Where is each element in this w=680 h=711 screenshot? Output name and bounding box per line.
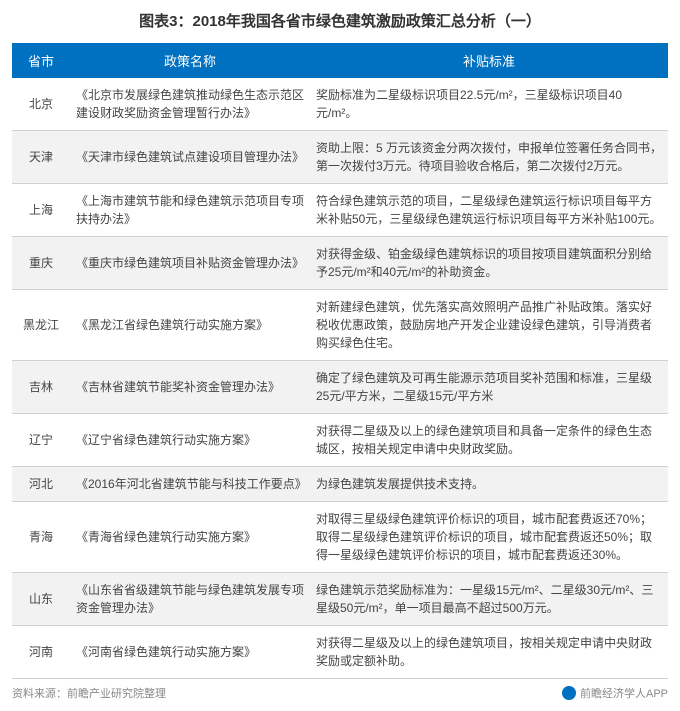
cell-province: 天津 [12,131,70,184]
cell-province: 青海 [12,502,70,573]
cell-province: 吉林 [12,361,70,414]
table-row: 青海《青海省绿色建筑行动实施方案》对取得三星级绿色建筑评价标识的项目，城市配套费… [12,502,668,573]
cell-policy: 《河南省绿色建筑行动实施方案》 [70,626,310,679]
brand-logo-icon [562,686,576,700]
cell-policy: 《2016年河北省建筑节能与科技工作要点》 [70,467,310,502]
chart-title: 图表3：2018年我国各省市绿色建筑激励政策汇总分析（一） [12,10,668,31]
cell-policy: 《天津市绿色建筑试点建设项目管理办法》 [70,131,310,184]
footer-brand: 前瞻经济学人APP [580,685,668,701]
cell-standard: 绿色建筑示范奖励标准为：一星级15元/m²、二星级30元/m²、三星级50元/m… [310,573,668,626]
cell-standard: 为绿色建筑发展提供技术支持。 [310,467,668,502]
policy-table: 省市 政策名称 补贴标准 北京《北京市发展绿色建筑推动绿色生态示范区建设财政奖励… [12,43,668,679]
cell-standard: 奖励标准为二星级标识项目22.5元/m²，三星级标识项目40元/m²。 [310,78,668,131]
cell-policy: 《山东省省级建筑节能与绿色建筑发展专项资金管理办法》 [70,573,310,626]
cell-province: 北京 [12,78,70,131]
cell-province: 河北 [12,467,70,502]
cell-policy: 《黑龙江省绿色建筑行动实施方案》 [70,290,310,361]
cell-province: 河南 [12,626,70,679]
table-row: 上海《上海市建筑节能和绿色建筑示范项目专项扶持办法》符合绿色建筑示范的项目，二星… [12,184,668,237]
table-row: 山东《山东省省级建筑节能与绿色建筑发展专项资金管理办法》绿色建筑示范奖励标准为：… [12,573,668,626]
cell-standard: 对新建绿色建筑，优先落实高效照明产品推广补贴政策。落实好税收优惠政策，鼓励房地产… [310,290,668,361]
cell-province: 辽宁 [12,414,70,467]
cell-province: 山东 [12,573,70,626]
col-header-province: 省市 [12,43,70,78]
table-row: 黑龙江《黑龙江省绿色建筑行动实施方案》对新建绿色建筑，优先落实高效照明产品推广补… [12,290,668,361]
cell-policy: 《辽宁省绿色建筑行动实施方案》 [70,414,310,467]
cell-policy: 《上海市建筑节能和绿色建筑示范项目专项扶持办法》 [70,184,310,237]
cell-policy: 《吉林省建筑节能奖补资金管理办法》 [70,361,310,414]
footer: 资料来源：前瞻产业研究院整理 前瞻经济学人APP [12,685,668,701]
table-row: 重庆《重庆市绿色建筑项目补贴资金管理办法》对获得金级、铂金级绿色建筑标识的项目按… [12,237,668,290]
cell-standard: 确定了绿色建筑及可再生能源示范项目奖补范围和标准，三星级25元/平方米，二星级1… [310,361,668,414]
table-row: 天津《天津市绿色建筑试点建设项目管理办法》资助上限：5 万元该资金分两次拨付，申… [12,131,668,184]
footer-brand-wrapper: 前瞻经济学人APP [562,685,668,701]
cell-province: 上海 [12,184,70,237]
cell-standard: 对取得三星级绿色建筑评价标识的项目，城市配套费返还70%；取得二星级绿色建筑评价… [310,502,668,573]
cell-standard: 对获得二星级及以上的绿色建筑项目，按相关规定申请中央财政奖励或定额补助。 [310,626,668,679]
cell-standard: 对获得金级、铂金级绿色建筑标识的项目按项目建筑面积分别给予25元/m²和40元/… [310,237,668,290]
cell-standard: 符合绿色建筑示范的项目，二星级绿色建筑运行标识项目每平方米补贴50元，三星级绿色… [310,184,668,237]
cell-standard: 资助上限：5 万元该资金分两次拨付，申报单位签署任务合同书，第一次拨付3万元。待… [310,131,668,184]
cell-province: 黑龙江 [12,290,70,361]
cell-policy: 《青海省绿色建筑行动实施方案》 [70,502,310,573]
table-row: 北京《北京市发展绿色建筑推动绿色生态示范区建设财政奖励资金管理暂行办法》奖励标准… [12,78,668,131]
col-header-standard: 补贴标准 [310,43,668,78]
table-row: 河北《2016年河北省建筑节能与科技工作要点》为绿色建筑发展提供技术支持。 [12,467,668,502]
cell-standard: 对获得二星级及以上的绿色建筑项目和具备一定条件的绿色生态城区，按相关规定申请中央… [310,414,668,467]
col-header-policy: 政策名称 [70,43,310,78]
cell-policy: 《北京市发展绿色建筑推动绿色生态示范区建设财政奖励资金管理暂行办法》 [70,78,310,131]
table-row: 河南《河南省绿色建筑行动实施方案》对获得二星级及以上的绿色建筑项目，按相关规定申… [12,626,668,679]
footer-source: 资料来源：前瞻产业研究院整理 [12,685,166,701]
table-row: 吉林《吉林省建筑节能奖补资金管理办法》确定了绿色建筑及可再生能源示范项目奖补范围… [12,361,668,414]
cell-province: 重庆 [12,237,70,290]
cell-policy: 《重庆市绿色建筑项目补贴资金管理办法》 [70,237,310,290]
table-row: 辽宁《辽宁省绿色建筑行动实施方案》对获得二星级及以上的绿色建筑项目和具备一定条件… [12,414,668,467]
